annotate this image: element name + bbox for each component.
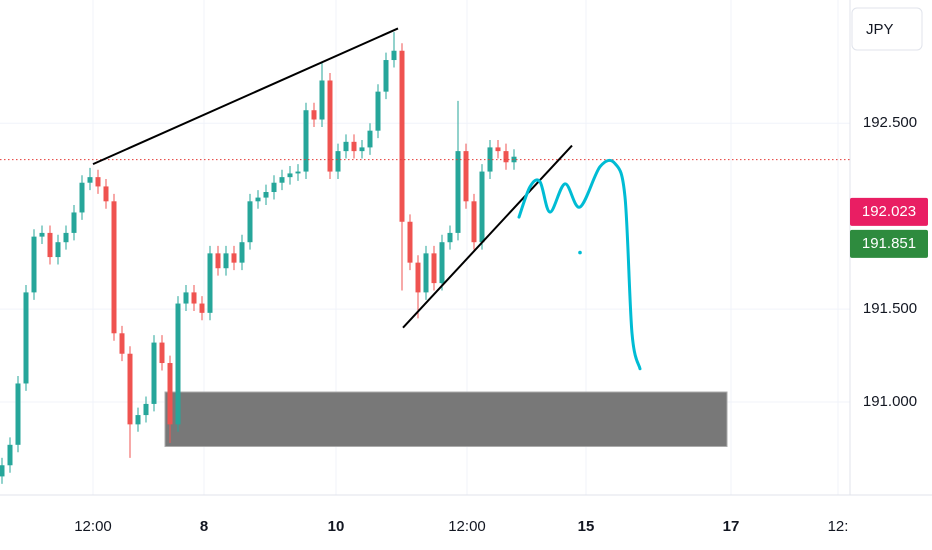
x-tick-label: 10	[328, 518, 345, 535]
candle-body	[127, 353, 133, 425]
candle-body	[455, 151, 461, 233]
candle-body	[447, 232, 453, 243]
price-label: 192.023	[862, 203, 916, 220]
candle-body	[87, 177, 93, 183]
price-label: 191.851	[862, 235, 916, 252]
candle-body	[399, 50, 405, 222]
candle-body	[15, 383, 21, 445]
candle-body	[279, 177, 285, 183]
candle-body	[103, 186, 109, 202]
candle-body	[207, 253, 213, 313]
y-tick-label: 192.500	[863, 114, 917, 131]
candle-body	[367, 130, 373, 148]
candle-body	[79, 182, 85, 213]
candle-body	[311, 110, 317, 120]
x-tick-label: 17	[723, 518, 740, 535]
x-tick-label: 12:	[828, 518, 849, 535]
candle-body	[503, 151, 509, 163]
candle-body	[287, 173, 293, 178]
candle-body	[159, 342, 165, 364]
candle-body	[343, 141, 349, 152]
candle-body	[319, 80, 325, 120]
candle-body	[0, 465, 5, 477]
candle-body	[271, 182, 277, 193]
candle-body	[359, 147, 365, 152]
candle-body	[255, 197, 261, 202]
candle-body	[463, 151, 469, 202]
candle-body	[423, 253, 429, 293]
trend-line	[92, 27, 399, 166]
x-tick-label: 12:00	[448, 518, 486, 535]
x-tick-label: 15	[578, 518, 595, 535]
candle-body	[111, 201, 117, 334]
x-tick-label: 8	[200, 518, 208, 535]
candle-body	[223, 253, 229, 269]
candle-body	[55, 242, 61, 258]
candle-body	[263, 192, 269, 198]
y-tick-label: 191.500	[863, 300, 917, 317]
candle-body	[471, 201, 477, 243]
candle-body	[295, 171, 301, 174]
candle-body	[7, 444, 13, 466]
candle-body	[511, 156, 517, 163]
candle-body	[375, 91, 381, 131]
candle-body	[71, 212, 77, 233]
candle-body	[383, 60, 389, 92]
candle-body	[335, 151, 341, 172]
zone	[164, 391, 728, 447]
trend-line	[402, 144, 573, 329]
candle-body	[183, 292, 189, 304]
candle-body	[95, 177, 101, 187]
candle-body	[199, 303, 205, 313]
candle-body	[391, 50, 397, 61]
candle-body	[143, 403, 149, 416]
price-label-box	[850, 197, 928, 226]
projection-path	[517, 158, 642, 371]
candle-body	[247, 201, 253, 243]
currency-box[interactable]	[851, 7, 923, 51]
price-label-box	[850, 229, 928, 258]
candle-body	[231, 253, 237, 263]
candle-body	[175, 303, 181, 425]
plot	[0, 27, 850, 484]
marker	[578, 250, 582, 255]
candle-body	[135, 415, 141, 425]
candle-body	[23, 292, 29, 384]
candle-body	[431, 253, 437, 284]
candle-body	[47, 232, 53, 258]
axes: 191.000 191.500 192.500 12:00 8 10 12:00 15 17 12…	[0, 114, 932, 535]
candle-body	[415, 262, 421, 293]
candle-body	[167, 363, 173, 425]
candle-body	[191, 292, 197, 304]
candle-body	[151, 342, 157, 404]
candle-body	[303, 110, 309, 172]
candle-body	[39, 232, 45, 237]
candle-body	[439, 242, 445, 284]
currency: JPY	[866, 21, 894, 38]
grid	[0, 0, 850, 495]
candle-body	[119, 333, 125, 354]
candle-body	[239, 242, 245, 263]
candle-body	[487, 147, 493, 172]
candle-body	[215, 253, 221, 269]
x-tick-label: 12:00	[74, 518, 112, 535]
y-tick-label: 191.000	[863, 393, 917, 410]
candle-body	[407, 221, 413, 263]
candle-body	[327, 80, 333, 172]
candle-body	[31, 236, 37, 293]
candle-body	[495, 147, 501, 152]
candle-body	[351, 141, 357, 152]
candle-body	[479, 171, 485, 243]
candle-body	[63, 232, 69, 243]
